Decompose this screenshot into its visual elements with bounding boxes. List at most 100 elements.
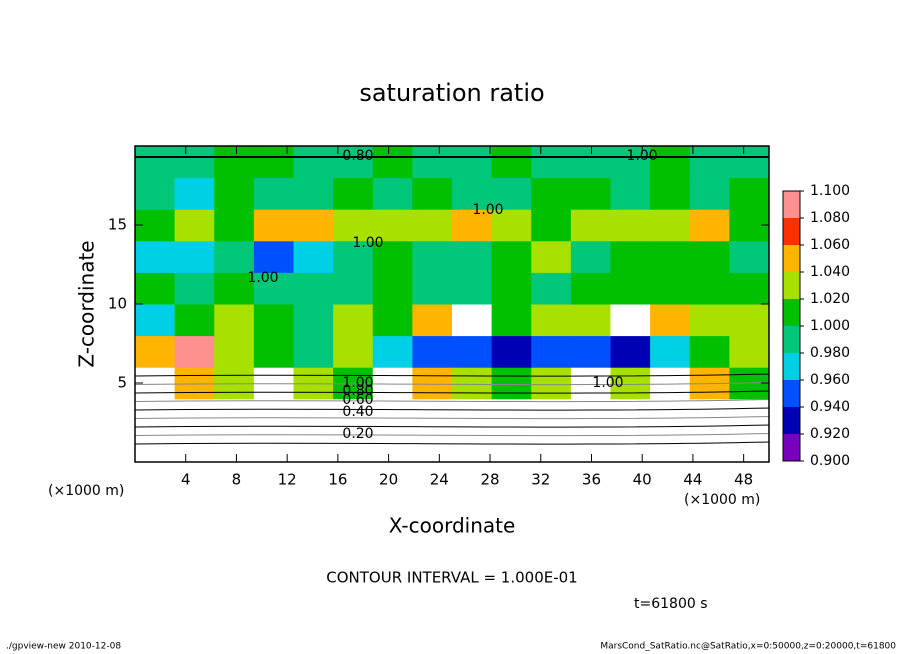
cell — [650, 272, 691, 305]
cell — [531, 398, 572, 431]
cell — [729, 177, 770, 210]
contour-line — [134, 424, 770, 428]
footer: ./gpview-new 2010-12-08 — [6, 642, 121, 652]
colorbar-band — [783, 191, 800, 218]
cell — [174, 335, 215, 368]
cell — [253, 146, 294, 179]
cell — [412, 272, 453, 305]
contour-label: 0.80 — [342, 383, 373, 399]
cell — [570, 335, 611, 368]
cell — [491, 177, 532, 210]
y-tick-label: 10 — [108, 295, 127, 313]
cell — [333, 240, 374, 273]
cell — [452, 240, 493, 273]
cell — [531, 240, 572, 273]
colorbar-band — [783, 326, 800, 353]
cell — [135, 272, 176, 305]
contour-line — [134, 373, 770, 377]
contour-line — [134, 382, 770, 386]
cell — [174, 304, 215, 337]
x-tick-label: 4 — [181, 471, 191, 489]
cell — [610, 146, 651, 179]
cell — [214, 335, 255, 368]
x-tick-label: 8 — [232, 471, 242, 489]
cell — [650, 304, 691, 337]
cell — [412, 335, 453, 368]
colorbar-label: 0.980 — [810, 345, 850, 361]
cell — [293, 146, 334, 179]
cell — [372, 177, 413, 210]
cell — [135, 177, 176, 210]
cell — [174, 367, 215, 400]
cell — [333, 304, 374, 337]
cell — [729, 304, 770, 337]
overlay: 0.200.400.600.801.00 1.001.001.001.000.80… — [134, 145, 770, 463]
cell — [333, 398, 374, 431]
cell — [650, 209, 691, 242]
cell — [610, 335, 651, 368]
colorbar-label: 1.060 — [810, 237, 850, 253]
cell — [293, 335, 334, 368]
cell — [570, 146, 611, 179]
cell — [135, 146, 176, 179]
cell — [610, 209, 651, 242]
cell — [372, 146, 413, 179]
cell — [729, 430, 770, 463]
cell — [531, 304, 572, 337]
x-unit: (×1000 m) — [684, 492, 760, 508]
contour-line — [134, 433, 770, 437]
cell — [491, 209, 532, 242]
cell — [214, 240, 255, 273]
cell — [253, 398, 294, 431]
contour-label: 1.00 — [352, 235, 383, 251]
colorbar-label: 1.080 — [810, 210, 850, 226]
cell — [689, 240, 730, 273]
contour-label: 0.80 — [342, 148, 373, 164]
cell — [491, 304, 532, 337]
cell — [452, 398, 493, 431]
cell — [531, 177, 572, 210]
cell — [570, 272, 611, 305]
contour-line — [134, 416, 770, 420]
cell — [174, 146, 215, 179]
cell — [729, 272, 770, 305]
cell — [650, 335, 691, 368]
cell — [253, 209, 294, 242]
x-tick-label: 40 — [633, 471, 652, 489]
cell — [372, 240, 413, 273]
cell — [452, 146, 493, 179]
x-tick-label: 20 — [379, 471, 398, 489]
cell — [372, 209, 413, 242]
cell — [650, 240, 691, 273]
cell — [452, 209, 493, 242]
cell — [214, 146, 255, 179]
cell — [531, 367, 572, 400]
colorbar-label: 1.020 — [810, 291, 850, 307]
cell — [412, 304, 453, 337]
cell — [452, 304, 493, 337]
cell — [570, 304, 611, 337]
colorbar-label: 0.920 — [810, 426, 850, 442]
cell — [491, 398, 532, 431]
cell — [293, 430, 334, 463]
cell — [729, 335, 770, 368]
cell — [570, 177, 611, 210]
cell — [610, 240, 651, 273]
cell — [372, 335, 413, 368]
cell — [689, 272, 730, 305]
cell — [293, 209, 334, 242]
cell — [412, 367, 453, 400]
x-unit: (×1000 m) — [48, 483, 124, 499]
x-axis-label: X-coordinate — [389, 514, 516, 538]
contour-line — [134, 399, 770, 403]
cell — [689, 146, 730, 179]
colorbar-label: 0.900 — [810, 453, 850, 469]
cell — [135, 335, 176, 368]
cell — [491, 146, 532, 179]
cell — [650, 398, 691, 431]
contour-label: 1.00 — [472, 202, 503, 218]
colorbar-label: 0.960 — [810, 372, 850, 388]
cell — [689, 430, 730, 463]
cell — [174, 272, 215, 305]
colorbar-band — [783, 407, 800, 434]
